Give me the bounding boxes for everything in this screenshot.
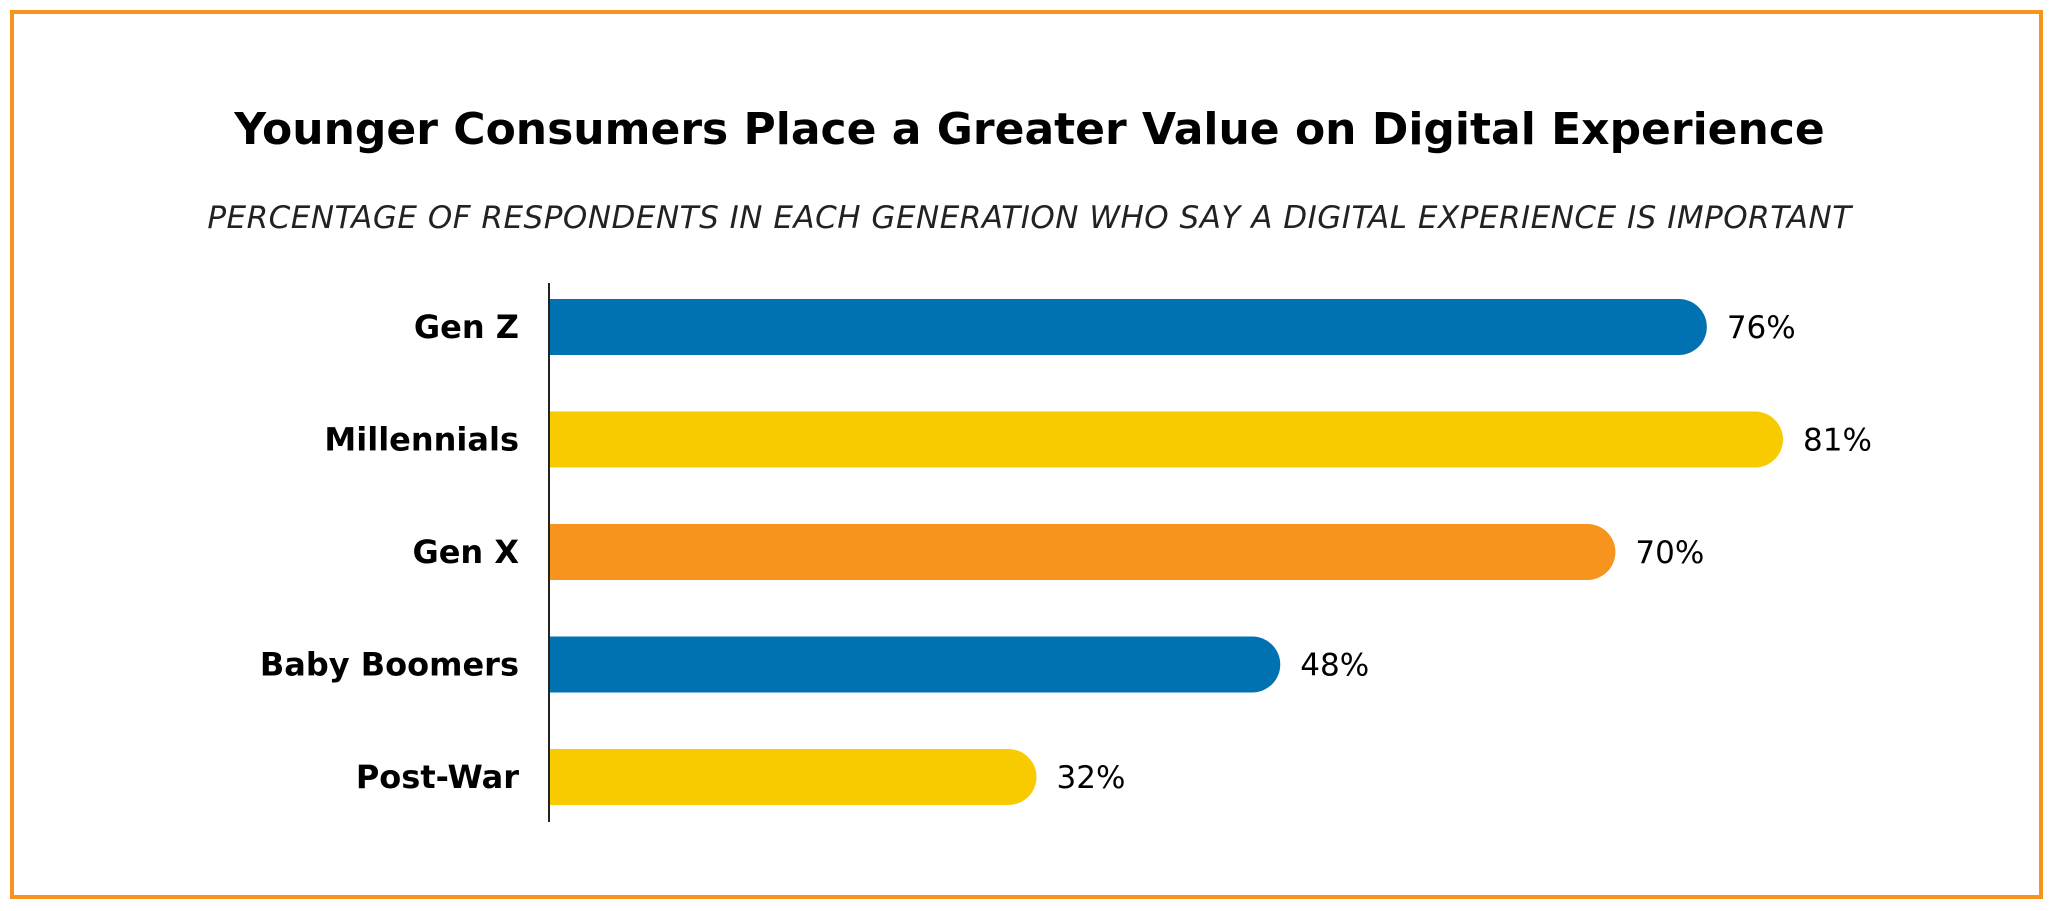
value-label: 81% <box>1803 423 1872 459</box>
labels-layer: Gen Z 76% Millennials 81% Gen X 70% Baby Boome… <box>260 308 1872 796</box>
category-label: Gen X <box>412 533 519 571</box>
value-label: 48% <box>1300 648 1369 684</box>
category-label: Baby Boomers <box>260 646 519 684</box>
chart-subtitle: PERCENTAGE OF RESPONDENTS IN EACH GENERA… <box>207 200 1852 236</box>
chart-title: Younger Consumers Place a Greater Value … <box>234 104 1825 155</box>
bar-post-war <box>549 749 1037 806</box>
bar-millennials <box>549 411 1783 468</box>
bar-baby-boomers <box>549 636 1281 693</box>
bars-layer <box>549 299 1783 806</box>
value-label: 32% <box>1057 760 1126 796</box>
value-label: 70% <box>1635 535 1704 571</box>
bar-gen-x <box>549 524 1616 580</box>
category-label: Millennials <box>324 421 519 459</box>
category-label: Gen Z <box>414 308 519 346</box>
bar-gen-z <box>549 299 1707 355</box>
value-label: 76% <box>1727 310 1796 346</box>
category-label: Post-War <box>356 758 519 796</box>
